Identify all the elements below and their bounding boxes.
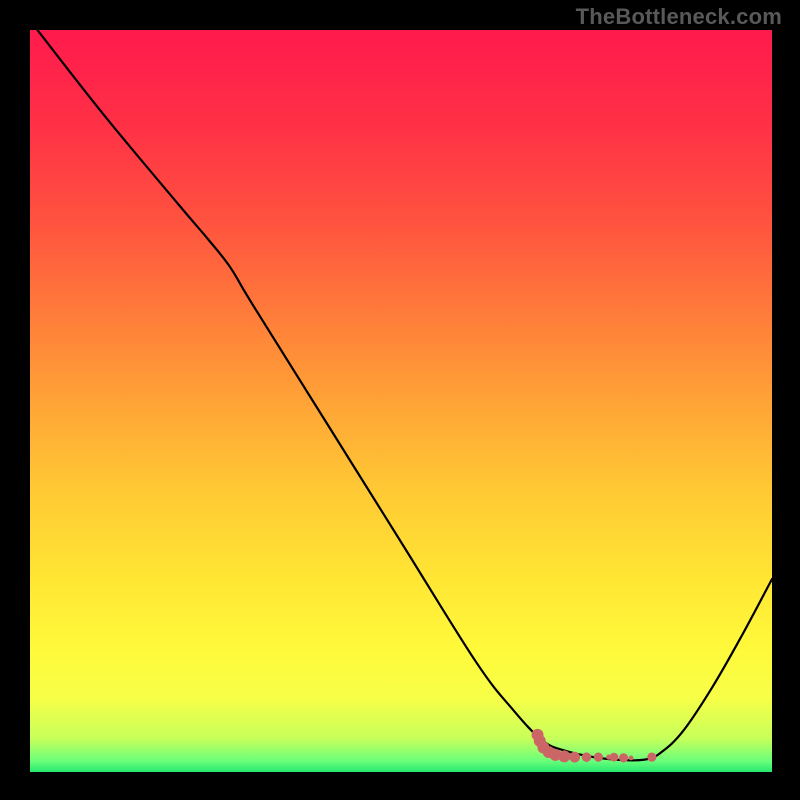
- curve-marker: [569, 752, 580, 763]
- gradient-background: [30, 30, 772, 772]
- bottleneck-chart-svg: [0, 0, 800, 800]
- curve-marker: [619, 753, 628, 762]
- curve-marker: [582, 752, 592, 762]
- curve-marker: [647, 753, 656, 762]
- curve-marker: [594, 753, 603, 762]
- curve-marker: [610, 753, 619, 762]
- watermark-label: TheBottleneck.com: [576, 4, 782, 30]
- plot-area: [30, 30, 772, 772]
- curve-marker: [558, 750, 570, 762]
- curve-marker: [629, 756, 634, 761]
- chart-stage: TheBottleneck.com: [0, 0, 800, 800]
